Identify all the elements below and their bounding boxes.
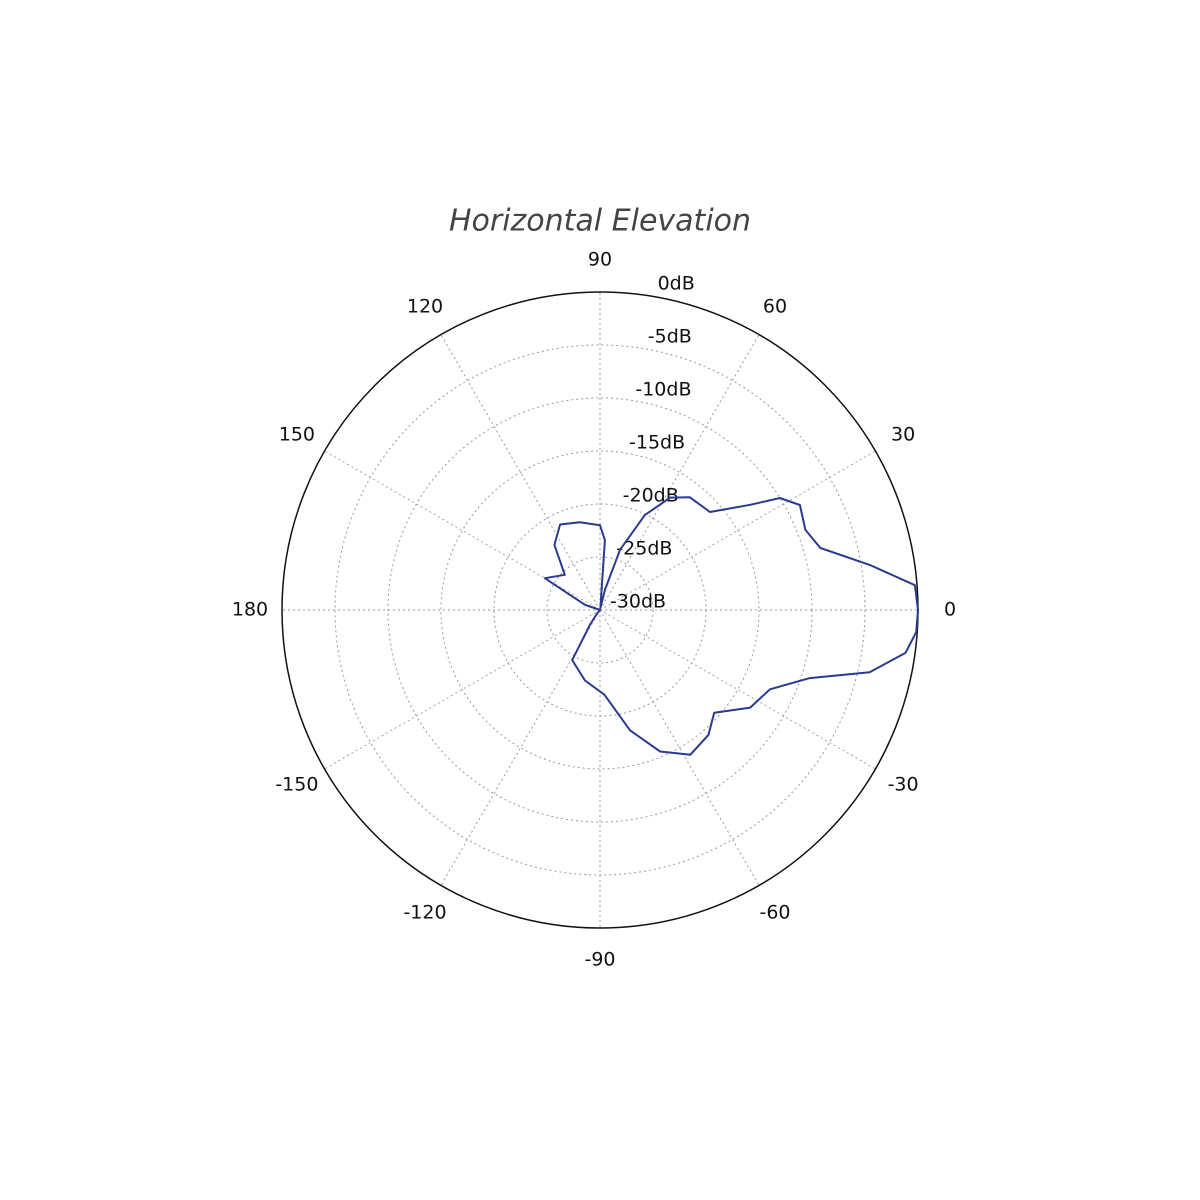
grid-ring [546, 556, 654, 664]
grid-spoke [324, 609, 601, 770]
grid-spoke [599, 334, 760, 611]
r-tick-label: -30dB [610, 591, 666, 613]
theta-tick-label: 0 [944, 599, 956, 621]
theta-tick-label: 180 [232, 599, 268, 621]
theta-tick-label: -60 [759, 902, 790, 924]
theta-tick-label: 30 [891, 424, 915, 446]
pattern-line [543, 496, 919, 756]
theta-tick-label: 150 [279, 424, 315, 446]
grid-spoke [599, 609, 760, 886]
grid-spoke [440, 609, 601, 886]
r-tick-label: -20dB [623, 485, 679, 507]
theta-tick-label: -30 [888, 774, 919, 796]
theta-tick-label: 90 [588, 249, 612, 271]
r-tick-label: -5dB [648, 326, 692, 348]
grid-ring [440, 450, 760, 770]
grid-ring [493, 503, 707, 717]
theta-tick-label: -90 [584, 949, 615, 971]
r-tick-label: -10dB [635, 379, 691, 401]
grid-ring [334, 344, 866, 876]
r-tick-label: -25dB [616, 538, 672, 560]
theta-tick-label: -120 [403, 902, 446, 924]
r-tick-label: 0dB [658, 273, 695, 295]
theta-tick-label: -150 [275, 774, 318, 796]
grid-ring [387, 397, 813, 823]
grid-spoke [440, 334, 601, 611]
grid-spoke [599, 609, 876, 770]
theta-tick-label: 120 [407, 295, 443, 317]
theta-tick-label: 60 [763, 295, 787, 317]
chart-title: Horizontal Elevation [449, 204, 751, 239]
r-tick-label: -15dB [629, 432, 685, 454]
